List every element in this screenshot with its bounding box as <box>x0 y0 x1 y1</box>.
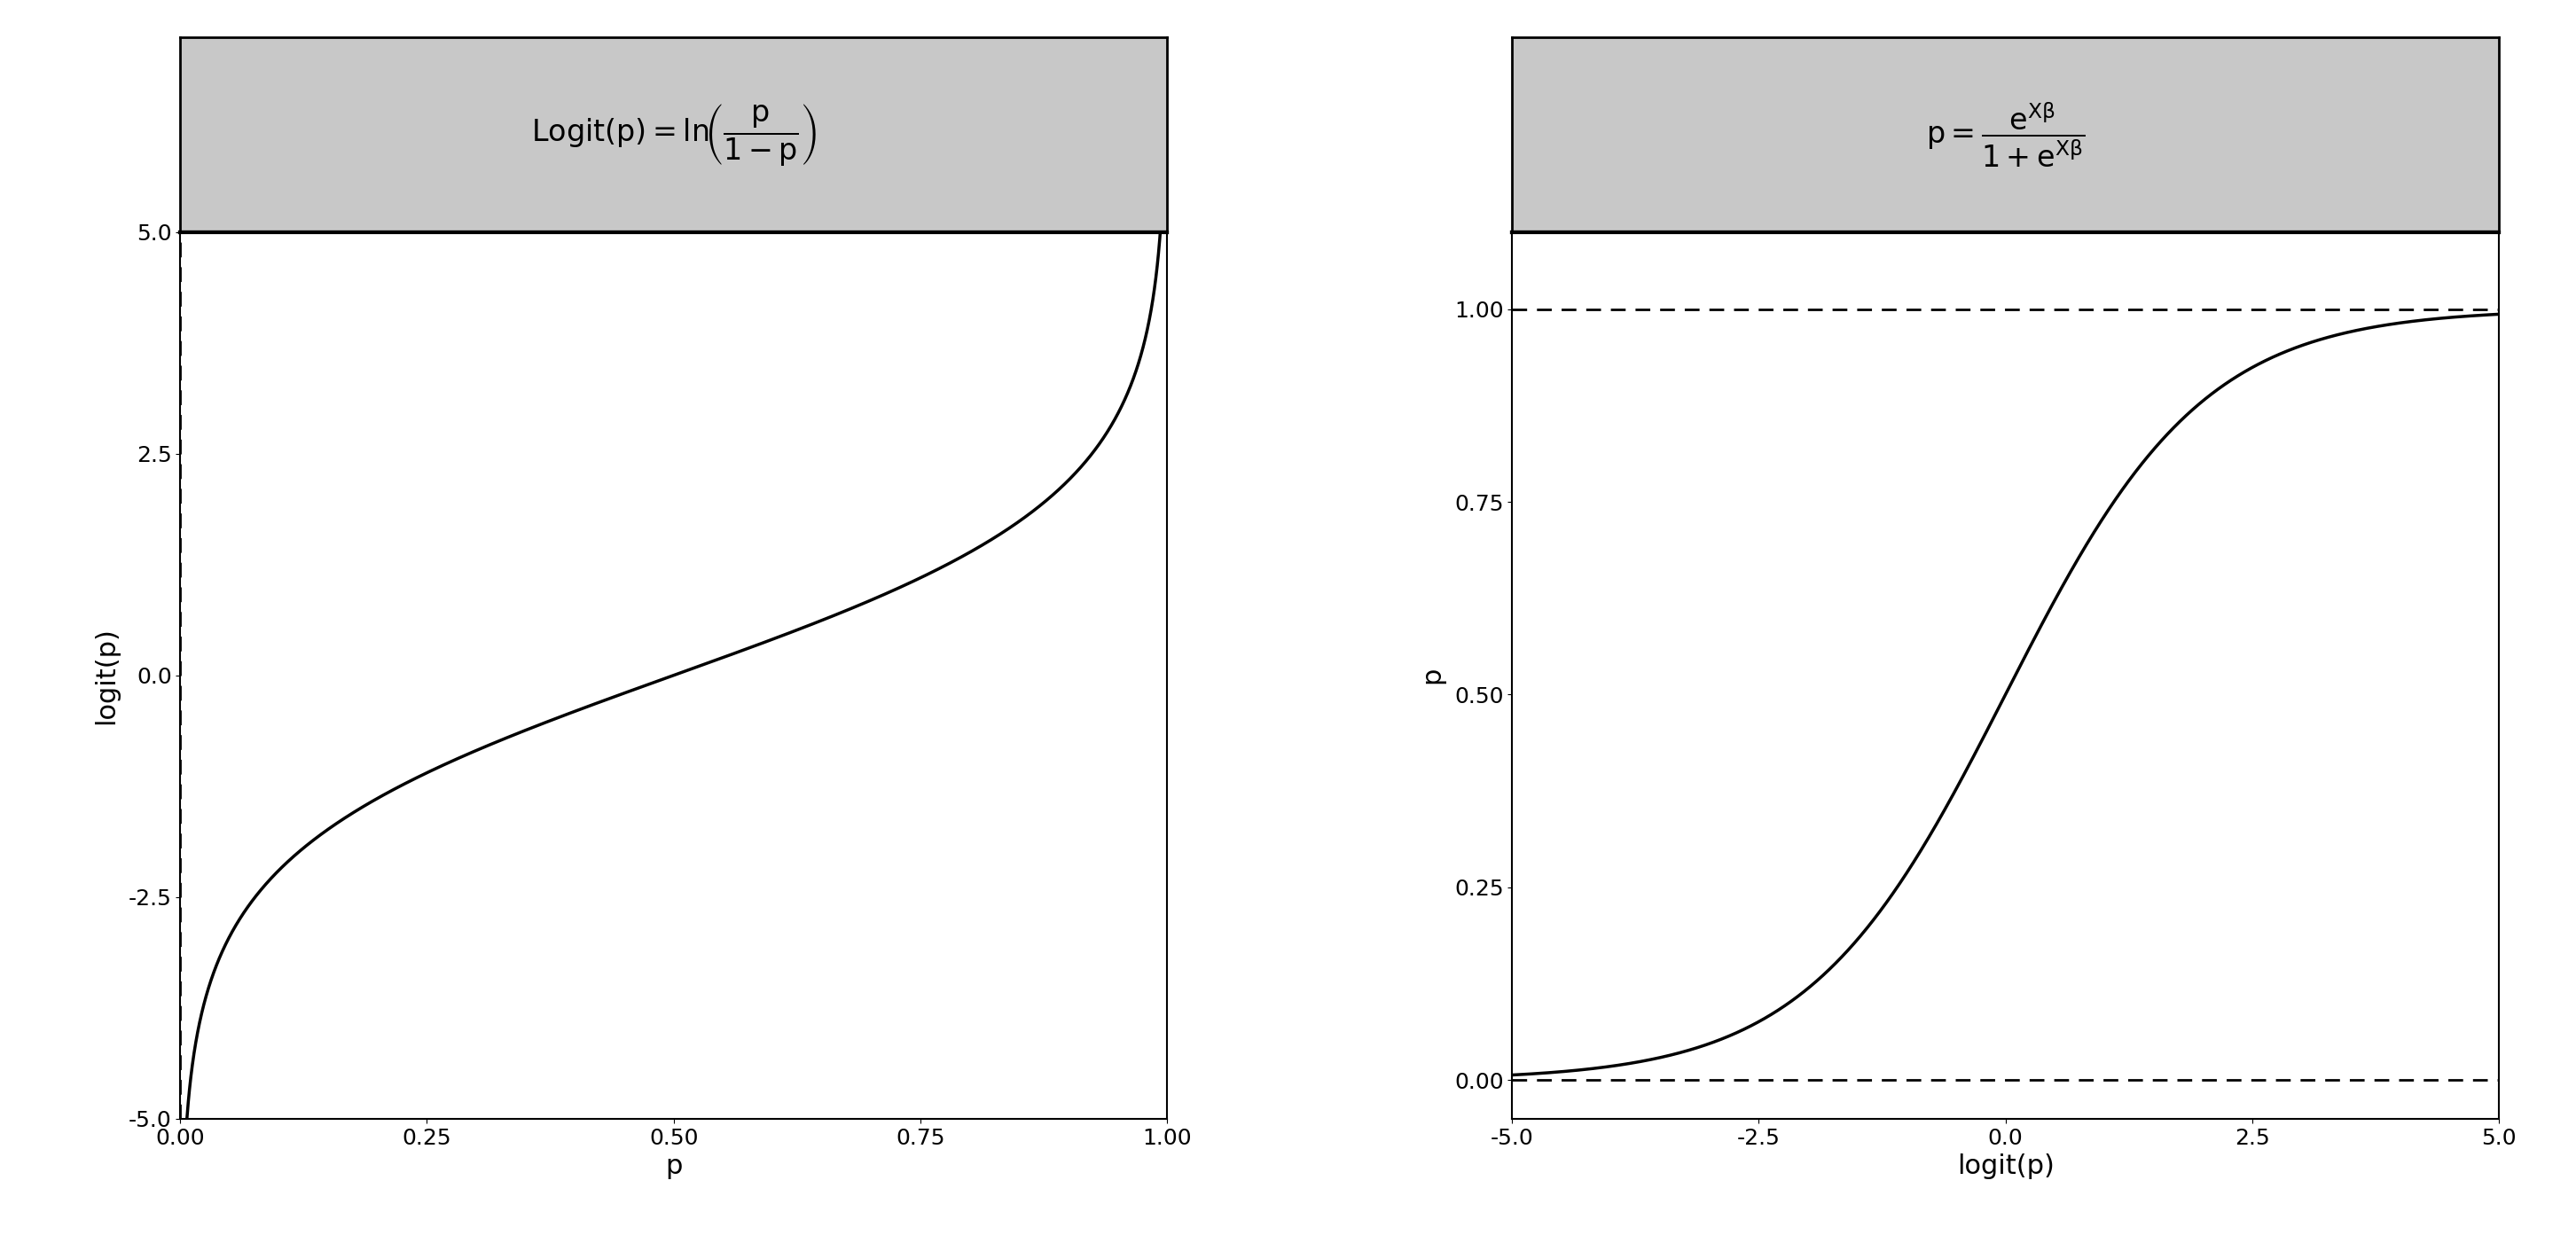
X-axis label: p: p <box>665 1154 683 1180</box>
Text: $\mathrm{Logit(p)=ln\!\left(\dfrac{p}{1-p}\right)}$: $\mathrm{Logit(p)=ln\!\left(\dfrac{p}{1-… <box>531 102 817 168</box>
X-axis label: logit(p): logit(p) <box>1958 1154 2053 1180</box>
Y-axis label: p: p <box>1419 666 1445 684</box>
Text: $\mathrm{p=\dfrac{e^{X\beta}}{1+e^{X\beta}}}$: $\mathrm{p=\dfrac{e^{X\beta}}{1+e^{X\bet… <box>1927 101 2084 169</box>
Y-axis label: logit(p): logit(p) <box>93 626 118 723</box>
